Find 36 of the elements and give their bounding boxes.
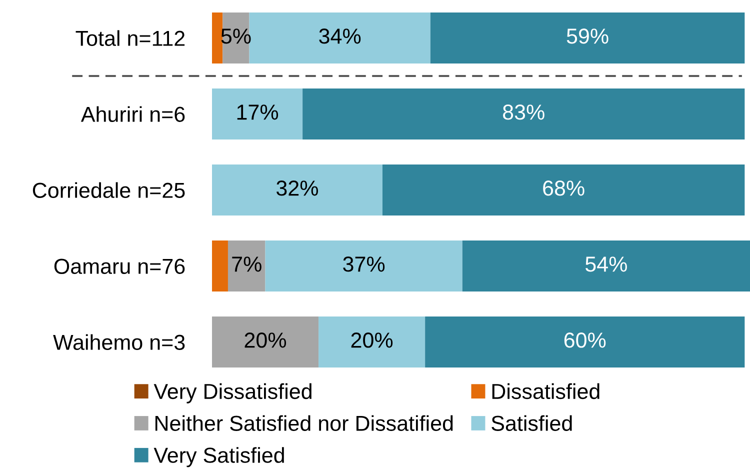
bar	[212, 12, 223, 64]
legend-label: Satisfied	[492, 415, 572, 431]
data-label: 59%	[566, 28, 608, 44]
bar	[228, 240, 266, 292]
data-label: 20%	[244, 332, 286, 348]
data-label: 7%	[232, 256, 262, 272]
bar	[462, 240, 750, 292]
legend-label: Neither Satisfied nor Dissatified	[155, 415, 453, 431]
legend-label: Very Satisfied	[154, 447, 284, 468]
bar	[212, 88, 303, 140]
data-label: 32%	[276, 180, 318, 196]
y-tick-label: Waihemo n=3	[53, 334, 185, 350]
data-label: 20%	[351, 332, 393, 348]
bar	[212, 316, 319, 368]
data-label: 60%	[564, 332, 606, 348]
bar	[430, 12, 745, 64]
y-tick-label: Total n=112	[76, 30, 185, 46]
bar	[302, 88, 745, 140]
data-label: 83%	[503, 104, 544, 120]
bar	[425, 316, 745, 368]
bar	[212, 240, 228, 292]
bar	[212, 164, 382, 216]
bar	[382, 164, 745, 216]
data-label: 37%	[343, 256, 385, 272]
bar	[265, 240, 462, 292]
legend-label: Very Dissatisfied	[154, 383, 312, 404]
bar	[318, 316, 426, 368]
y-tick-label: Oamaru n=76	[54, 258, 185, 274]
legend-label: Dissatisfied	[492, 383, 600, 400]
data-label: 68%	[543, 180, 584, 196]
data-label: 34%	[319, 28, 361, 44]
y-tick-label: Corriedale n=25	[32, 182, 185, 198]
y-tick-label: Ahuriri n=6	[80, 106, 185, 122]
bar	[249, 12, 430, 64]
data-label: 54%	[585, 256, 627, 272]
data-label: 17%	[237, 104, 278, 120]
